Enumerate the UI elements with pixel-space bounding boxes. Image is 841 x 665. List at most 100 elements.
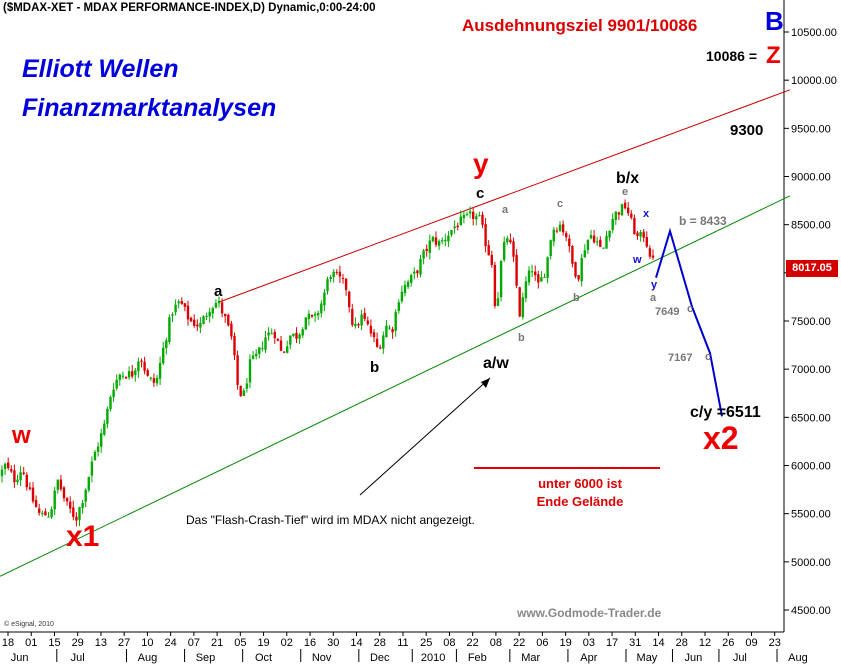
- x-tick-label: 10: [141, 637, 153, 649]
- candle-body: [146, 370, 149, 376]
- x-tick-label: 23: [769, 637, 781, 649]
- candle-body: [282, 351, 286, 353]
- candle-body: [72, 507, 75, 517]
- candle-body: [75, 516, 78, 521]
- proj-label-c1: c: [687, 303, 694, 315]
- x-tick-label: 14: [652, 637, 664, 649]
- candle-body: [193, 319, 196, 326]
- upper-channel-line: [219, 89, 791, 303]
- candle-body: [419, 258, 422, 275]
- candle-body: [493, 264, 497, 306]
- candle-body: [534, 271, 537, 276]
- candle-body: [208, 311, 211, 317]
- candle-body: [245, 383, 249, 389]
- target-z-text: 10086 =: [706, 48, 757, 64]
- y-tick-label: 10000.00: [791, 75, 837, 87]
- candle-body: [360, 314, 363, 326]
- x-tick-label: 01: [25, 637, 37, 649]
- candle-body: [462, 215, 466, 219]
- x-month-label: Jul: [733, 652, 747, 664]
- x-tick-label: 14: [350, 637, 362, 649]
- candle-body: [614, 211, 617, 220]
- candle-body: [574, 262, 577, 277]
- brand-line-2: Finanzmarktanalysen: [22, 94, 277, 122]
- candle-body: [518, 287, 521, 317]
- candle-body: [276, 338, 280, 341]
- candle-body: [351, 308, 354, 325]
- candle-body: [642, 231, 645, 238]
- candle-body: [143, 361, 146, 371]
- wave-label-c1: c: [476, 185, 485, 202]
- candle-body: [475, 216, 478, 220]
- candle-body: [47, 516, 50, 518]
- candle-body: [521, 297, 524, 318]
- gray-label-b: b: [518, 332, 525, 344]
- x-month-label: Nov: [312, 652, 332, 664]
- candle-body: [499, 260, 503, 298]
- candle-body: [413, 271, 416, 274]
- candle-body: [242, 390, 245, 396]
- candle-body: [627, 207, 630, 214]
- candle-body: [549, 240, 552, 256]
- candle-body: [25, 474, 28, 488]
- candle-body: [93, 452, 97, 461]
- candle-body: [127, 371, 131, 378]
- x-tick-label: 22: [467, 637, 479, 649]
- candle-body: [0, 469, 4, 476]
- x-tick-label: 17: [606, 637, 618, 649]
- x-month-label: May: [637, 652, 658, 664]
- candle-body: [273, 331, 276, 339]
- candle-body: [382, 335, 385, 349]
- candle-body: [441, 240, 444, 242]
- candle-body: [258, 347, 261, 354]
- x-month-label: Aug: [138, 652, 158, 664]
- candle-body: [512, 241, 515, 257]
- x-tick-label: 09: [745, 637, 757, 649]
- candle-body: [611, 218, 614, 230]
- blue-label-x: x: [643, 208, 650, 220]
- candle-body: [158, 362, 162, 379]
- candle-body: [586, 239, 590, 250]
- x-month-label: Aug: [788, 652, 808, 664]
- candle-body: [447, 235, 450, 242]
- y-tick-label: 5000.00: [791, 557, 831, 569]
- gray-label-c: c: [557, 198, 564, 210]
- candle-body: [109, 397, 112, 410]
- wave-label-y: y: [473, 148, 489, 179]
- footer-url: www.Godmode-Trader.de: [517, 606, 662, 620]
- candle-body: [298, 334, 301, 339]
- chart-header: ($MDAX-XET - MDAX PERFORMANCE-INDEX,D) D…: [3, 2, 376, 14]
- candle-body: [183, 303, 187, 307]
- candle-body: [394, 311, 397, 331]
- candle-body: [65, 497, 69, 502]
- candle-body: [558, 224, 562, 231]
- y-tick-label: 7000.00: [791, 364, 831, 376]
- x-tick-label: 25: [420, 637, 432, 649]
- wave-label-b1: b: [370, 359, 380, 376]
- candle-body: [592, 235, 596, 243]
- candle-body: [620, 204, 624, 216]
- candle-body: [431, 236, 435, 242]
- candle-body: [152, 378, 156, 383]
- x-tick-label: 18: [2, 637, 14, 649]
- y-tick-label: 6500.00: [791, 412, 831, 424]
- candle-body: [372, 332, 376, 338]
- candle-body: [118, 374, 121, 380]
- candle-body: [227, 314, 230, 326]
- candle-body: [121, 375, 125, 377]
- candle-body: [509, 239, 512, 243]
- candle-body: [478, 215, 481, 217]
- candle-body: [270, 333, 273, 335]
- x-month-label: Sep: [196, 652, 216, 664]
- wave-label-cy: c/y =6511: [690, 404, 761, 421]
- candle-body: [84, 489, 87, 502]
- gray-label-a: a: [502, 204, 509, 216]
- candle-body: [329, 276, 332, 279]
- y-tick-label: 9500.00: [791, 123, 831, 135]
- candle-body: [375, 338, 379, 347]
- candle-body: [366, 320, 369, 325]
- candle-body: [90, 461, 94, 476]
- x-tick-label: 19: [257, 637, 269, 649]
- candle-body: [335, 271, 338, 273]
- candle-body: [422, 250, 425, 259]
